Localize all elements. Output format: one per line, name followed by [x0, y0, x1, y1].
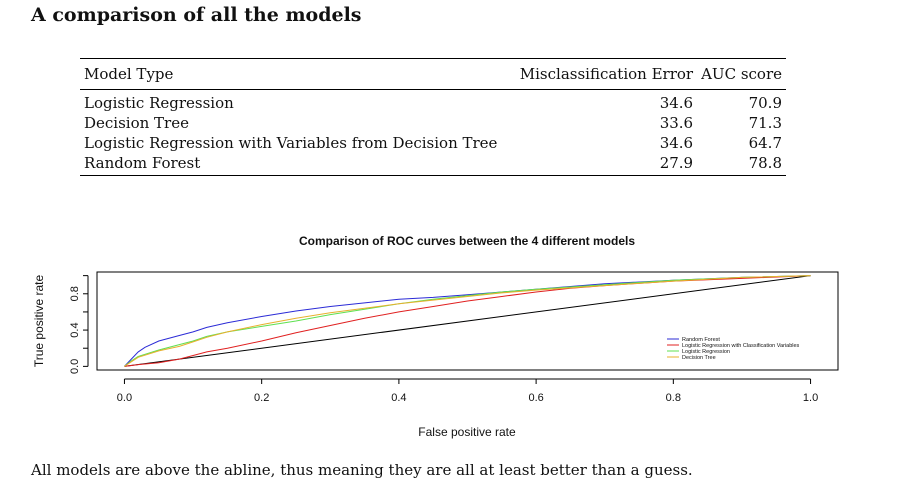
- x-tick-label: 0.4: [391, 392, 406, 404]
- cell-model-type: Logistic Regression with Variables from …: [84, 134, 498, 152]
- y-axis-label: True positive rate: [32, 275, 46, 368]
- cell-auc-score: 70.9: [748, 94, 782, 112]
- x-tick-label: 0.2: [254, 392, 269, 404]
- plot-area-frame: [96, 271, 839, 371]
- x-tick-label: 0.0: [117, 392, 132, 404]
- table-row: Random Forest 27.9 78.8: [80, 153, 786, 176]
- model-comparison-table: Model Type Misclassification Error AUC s…: [80, 58, 786, 176]
- cell-misclassification-error: 34.6: [659, 134, 694, 152]
- x-axis-label: False positive rate: [418, 425, 516, 439]
- table-header: Model Type Misclassification Error AUC s…: [80, 58, 786, 90]
- table-header-row: Model Type Misclassification Error AUC s…: [80, 58, 786, 90]
- y-axis: 0.0 0.4 0.8: [69, 275, 89, 374]
- caption-text: All models are above the abline, thus me…: [31, 461, 693, 479]
- roc-series-line-2: [124, 275, 811, 367]
- table-body: Logistic Regression 34.6 70.9 Decision T…: [80, 90, 786, 176]
- x-tick-label: 0.8: [666, 392, 681, 404]
- section-title: A comparison of all the models: [31, 4, 362, 26]
- column-header-misclassification-error: Misclassification Error: [515, 58, 698, 90]
- x-tick-label: 1.0: [803, 392, 818, 404]
- x-axis: 0.0 0.2 0.4 0.6 0.8 1.0: [117, 378, 818, 404]
- cell-model-type: Random Forest: [80, 153, 516, 176]
- cell-auc-score: 78.8: [697, 153, 786, 176]
- roc-series-line-3: [124, 275, 811, 367]
- legend-entry: Decision Tree: [682, 355, 716, 361]
- cell-model-type: Decision Tree: [84, 114, 189, 132]
- table-row: Decision Tree 33.6 71.3: [80, 113, 786, 133]
- cell-misclassification-error: 27.9: [515, 153, 698, 176]
- legend-entry: Random Forest: [682, 337, 720, 343]
- y-tick-label: 0.0: [69, 359, 81, 374]
- roc-series-line-0: [124, 275, 811, 367]
- cell-misclassification-error: 33.6: [659, 114, 694, 132]
- cell-auc-score: 71.3: [748, 114, 782, 132]
- reference-layer: [124, 275, 811, 367]
- y-tick-label: 0.8: [69, 286, 81, 301]
- roc-chart: Comparison of ROC curves between the 4 d…: [32, 234, 839, 439]
- column-header-model-type: Model Type: [80, 58, 516, 90]
- legend-entry: Logistic Regression with Classification …: [682, 343, 800, 349]
- y-tick-label: 0.4: [69, 322, 81, 337]
- x-tick-label: 0.6: [528, 392, 543, 404]
- chart-title: Comparison of ROC curves between the 4 d…: [299, 234, 635, 248]
- series-layer: [124, 275, 811, 367]
- legend-entry: Logistic Regression: [682, 349, 730, 355]
- column-header-auc-score: AUC score: [697, 58, 786, 90]
- cell-misclassification-error: 34.6: [659, 94, 694, 112]
- reference-diagonal-line: [124, 275, 811, 367]
- cell-auc-score: 64.7: [748, 134, 782, 152]
- cell-model-type: Logistic Regression: [84, 94, 234, 112]
- table-row: Logistic Regression 34.6 70.9: [80, 90, 786, 114]
- table-row: Logistic Regression with Variables from …: [80, 133, 786, 153]
